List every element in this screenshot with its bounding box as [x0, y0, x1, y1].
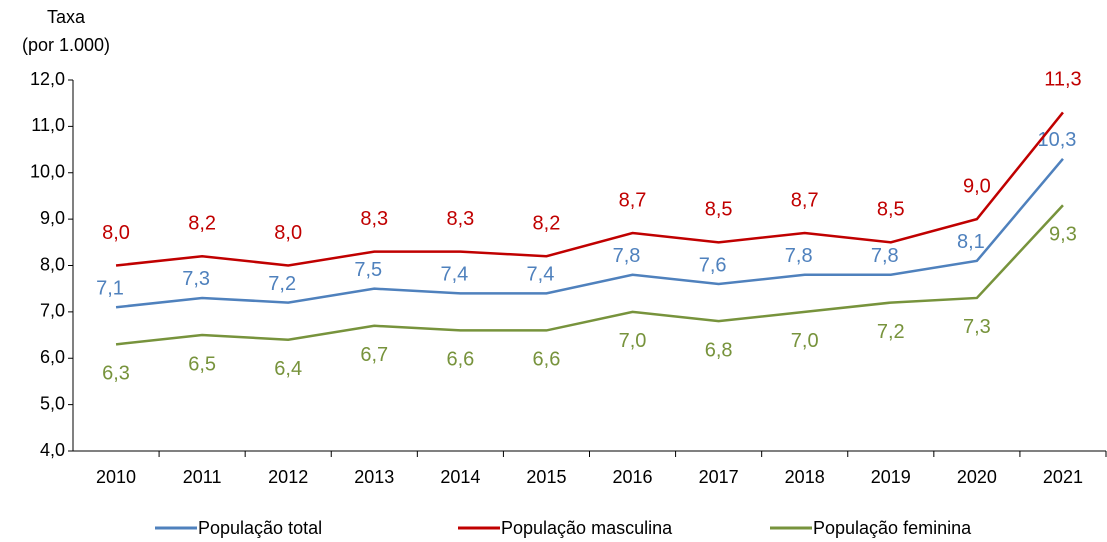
value-label: 7,2 [877, 321, 905, 343]
value-label: 7,1 [96, 278, 124, 300]
series-line [115, 158, 1064, 309]
value-label: 7,2 [268, 273, 296, 295]
y-axis-label: (por 1.000) [22, 35, 110, 55]
value-label: 11,3 [1044, 69, 1081, 91]
x-tick-label: 2011 [183, 467, 222, 487]
value-label: 7,4 [440, 264, 468, 286]
value-label: 6,6 [533, 349, 561, 371]
y-tick-label: 8,0 [40, 254, 65, 274]
x-tick-label: 2010 [96, 467, 136, 487]
value-label: 9,0 [963, 175, 991, 197]
value-label: 6,8 [705, 339, 733, 361]
value-label: 7,3 [182, 268, 210, 290]
value-label: 7,0 [619, 330, 647, 352]
legend-label: População masculina [501, 518, 673, 538]
x-tick-label: 2012 [268, 467, 308, 487]
legend-label: População total [198, 518, 322, 538]
value-label: 6,5 [188, 353, 216, 375]
value-label: 8,7 [791, 189, 819, 211]
x-tick-label: 2019 [871, 467, 911, 487]
y-tick-label: 11,0 [31, 115, 65, 135]
value-label: 10,3 [1037, 129, 1076, 151]
value-label: 7,4 [527, 264, 555, 286]
value-label: 7,3 [963, 316, 991, 338]
x-tick-label: 2017 [699, 467, 739, 487]
value-label: 6,4 [274, 358, 302, 380]
y-tick-label: 12,0 [30, 69, 65, 89]
value-label: 8,0 [274, 222, 302, 244]
x-tick-label: 2014 [440, 467, 480, 487]
value-label: 7,5 [354, 259, 382, 281]
legend-label: População feminina [813, 518, 972, 538]
x-tick-label: 2020 [957, 467, 997, 487]
x-tick-label: 2018 [785, 467, 825, 487]
value-label: 8,3 [446, 208, 474, 230]
value-label: 7,8 [613, 245, 641, 267]
value-label: 8,2 [188, 213, 216, 235]
value-label: 6,3 [102, 363, 130, 385]
value-label: 8,2 [533, 213, 561, 235]
value-label: 8,1 [957, 231, 985, 253]
value-label: 6,6 [446, 349, 474, 371]
value-label: 8,3 [360, 208, 388, 230]
x-tick-label: 2015 [526, 467, 566, 487]
y-tick-label: 10,0 [30, 162, 65, 182]
x-tick-label: 2016 [613, 467, 653, 487]
value-label: 6,7 [360, 344, 388, 366]
value-label: 7,0 [791, 330, 819, 352]
series-line [115, 111, 1064, 267]
y-tick-label: 6,0 [40, 347, 65, 367]
series-line [115, 204, 1064, 346]
value-label: 8,5 [877, 199, 905, 221]
value-label: 7,8 [871, 245, 899, 267]
y-tick-label: 4,0 [40, 440, 65, 460]
y-axis-label: Taxa [47, 7, 86, 27]
value-label: 7,8 [785, 245, 813, 267]
y-tick-label: 5,0 [40, 393, 65, 413]
x-tick-label: 2013 [354, 467, 394, 487]
value-label: 8,7 [619, 189, 647, 211]
value-label: 8,5 [705, 199, 733, 221]
y-tick-label: 9,0 [40, 208, 65, 228]
value-label: 9,3 [1049, 223, 1077, 245]
value-label: 8,0 [102, 222, 130, 244]
value-label: 7,6 [699, 254, 727, 276]
y-tick-label: 7,0 [40, 301, 65, 321]
x-tick-label: 2021 [1043, 467, 1083, 487]
